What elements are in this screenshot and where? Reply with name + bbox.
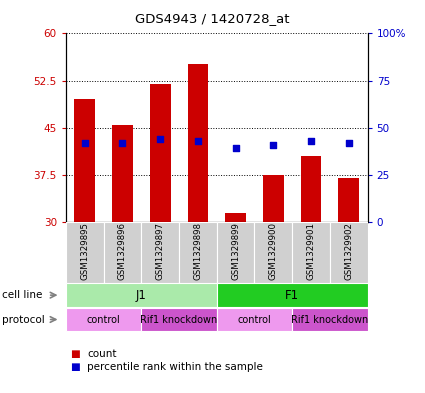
Bar	[141, 308, 217, 331]
Bar	[179, 222, 217, 283]
Text: GSM1329895: GSM1329895	[80, 222, 89, 280]
Bar	[141, 222, 179, 283]
Text: control: control	[87, 314, 120, 325]
Text: GSM1329899: GSM1329899	[231, 222, 240, 280]
Text: GSM1329897: GSM1329897	[156, 222, 164, 280]
Bar	[74, 99, 95, 222]
Point	[195, 138, 201, 144]
Point	[270, 141, 277, 148]
Text: GSM1329900: GSM1329900	[269, 222, 278, 280]
Point	[308, 138, 314, 144]
Text: Rif1 knockdown: Rif1 knockdown	[291, 314, 368, 325]
Point	[346, 140, 352, 146]
Point	[157, 136, 164, 142]
Bar	[300, 156, 321, 222]
Text: GSM1329896: GSM1329896	[118, 222, 127, 280]
Text: ■: ■	[70, 362, 80, 373]
Bar	[263, 175, 284, 222]
Text: count: count	[87, 349, 116, 359]
Text: GSM1329901: GSM1329901	[306, 222, 315, 280]
Text: Rif1 knockdown: Rif1 knockdown	[140, 314, 218, 325]
Bar	[292, 222, 330, 283]
Text: ■: ■	[70, 349, 80, 359]
Bar	[217, 308, 292, 331]
Bar	[187, 64, 208, 222]
Point	[81, 140, 88, 146]
Text: GDS4943 / 1420728_at: GDS4943 / 1420728_at	[135, 12, 290, 25]
Point	[119, 140, 126, 146]
Bar	[338, 178, 359, 222]
Bar	[217, 283, 368, 307]
Bar	[330, 222, 368, 283]
Bar	[66, 283, 217, 307]
Bar	[104, 222, 141, 283]
Bar	[112, 125, 133, 222]
Text: F1: F1	[285, 288, 299, 302]
Bar	[225, 213, 246, 222]
Bar	[66, 308, 141, 331]
Text: cell line: cell line	[2, 290, 42, 300]
Bar	[292, 308, 368, 331]
Bar	[150, 84, 170, 222]
Text: J1: J1	[136, 288, 147, 302]
Text: control: control	[238, 314, 271, 325]
Point	[232, 145, 239, 152]
Text: percentile rank within the sample: percentile rank within the sample	[87, 362, 263, 373]
Bar	[217, 222, 255, 283]
Text: GSM1329902: GSM1329902	[344, 222, 353, 280]
Bar	[255, 222, 292, 283]
Text: protocol: protocol	[2, 314, 45, 325]
Bar	[66, 222, 104, 283]
Text: GSM1329898: GSM1329898	[193, 222, 202, 280]
